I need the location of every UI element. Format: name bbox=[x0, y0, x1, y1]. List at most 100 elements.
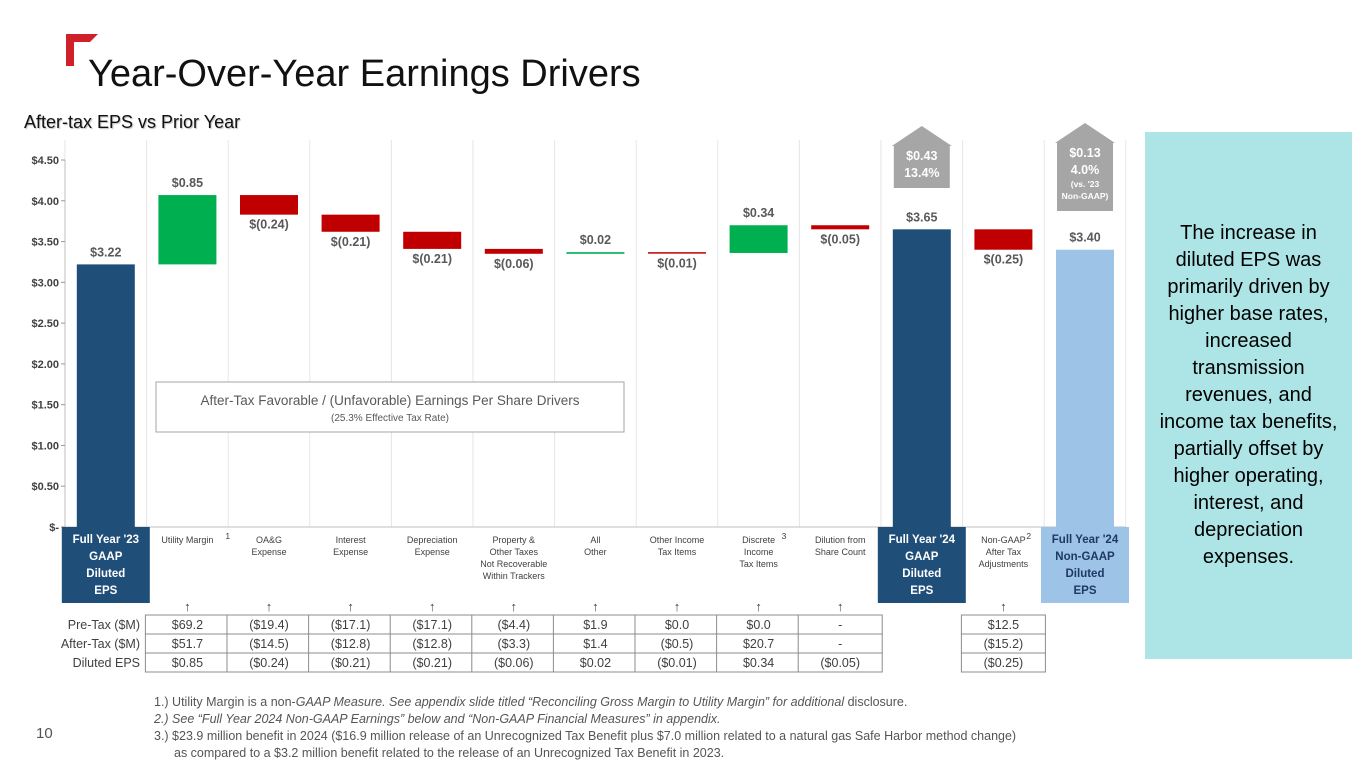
table-cell-value: ($12.8) bbox=[331, 637, 371, 651]
category-label: Interest bbox=[336, 535, 367, 545]
category-label: Diluted bbox=[86, 568, 125, 580]
category-label: Other Taxes bbox=[490, 547, 539, 557]
y-tick-label: $- bbox=[49, 522, 59, 534]
category-label: Property & bbox=[493, 535, 536, 545]
table-cell-value: ($17.1) bbox=[331, 618, 371, 632]
table-link-arrow: ↑ bbox=[429, 599, 436, 614]
table-cell-value: $1.4 bbox=[583, 637, 607, 651]
bar bbox=[811, 225, 870, 230]
growth-arrow-label: (vs. '23 bbox=[1071, 179, 1100, 189]
table-row-label: Pre-Tax ($M) bbox=[68, 618, 140, 632]
annotation-box-title: After-Tax Favorable / (Unfavorable) Earn… bbox=[201, 393, 580, 408]
table-cell-value: ($0.21) bbox=[412, 656, 452, 670]
annotation-box-subtitle: (25.3% Effective Tax Rate) bbox=[331, 413, 449, 424]
table-cell-value: $51.7 bbox=[172, 637, 203, 651]
category-label: Expense bbox=[415, 547, 450, 557]
bar-value-label: $(0.24) bbox=[249, 218, 289, 232]
growth-arrow-label: 4.0% bbox=[1071, 163, 1100, 177]
category-footnote-marker: 2 bbox=[1026, 531, 1031, 541]
footnotes: 1.) Utility Margin is a non-GAAP Measure… bbox=[154, 694, 1154, 762]
category-label: Dilution from bbox=[815, 535, 866, 545]
category-label: Tax Items bbox=[739, 559, 778, 569]
category-label: Non-GAAP bbox=[981, 535, 1026, 545]
growth-arrow-label: 13.4% bbox=[904, 166, 939, 180]
bar-value-label: $3.40 bbox=[1069, 231, 1100, 245]
category-label-box bbox=[877, 527, 966, 603]
y-tick-label: $3.50 bbox=[31, 237, 59, 249]
category-label: Depreciation bbox=[407, 535, 458, 545]
table-cell-value: $1.9 bbox=[583, 618, 607, 632]
table-cell-value: ($19.4) bbox=[249, 618, 289, 632]
summary-text: The increase in diluted EPS was primaril… bbox=[1159, 222, 1338, 568]
annotation-box-border bbox=[155, 381, 625, 433]
category-label: Tax Items bbox=[658, 547, 697, 557]
bar bbox=[648, 252, 706, 254]
table-cell-value: ($0.01) bbox=[657, 656, 697, 670]
growth-arrow-shape bbox=[891, 126, 952, 188]
table-cell-value: ($15.2) bbox=[984, 637, 1024, 651]
category-label: Other Income bbox=[650, 535, 705, 545]
bar bbox=[240, 195, 298, 215]
table-cell-value: $12.5 bbox=[988, 618, 1019, 632]
table-link-arrow: ↑ bbox=[266, 599, 273, 614]
bar-value-label: $(0.25) bbox=[984, 253, 1024, 267]
page-title: Year-Over-Year Earnings Drivers bbox=[88, 53, 641, 95]
table-link-arrow: ↑ bbox=[184, 599, 191, 614]
bar bbox=[892, 229, 951, 528]
growth-arrow-shape bbox=[1055, 123, 1115, 211]
table-cell-value: - bbox=[838, 637, 842, 651]
bar bbox=[403, 231, 462, 249]
footnote-3-continued: as compared to a $3.2 million benefit re… bbox=[174, 746, 725, 760]
waterfall-chart: $4.50 $4.00 $3.50 $3.00 $2.50 $2.00 $1.50 $1.00… bbox=[31, 123, 1129, 673]
table-cell bbox=[797, 652, 883, 673]
category-label: Income bbox=[744, 547, 774, 557]
category-label: Full Year '23 bbox=[73, 534, 139, 546]
category-label: Within Trackers bbox=[483, 571, 546, 581]
bar bbox=[76, 264, 135, 527]
table-link-arrow: ↑ bbox=[837, 599, 844, 614]
table-cell-value: ($0.25) bbox=[984, 656, 1024, 670]
category-label: Expense bbox=[333, 547, 368, 557]
table-link-arrow: ↑ bbox=[511, 599, 518, 614]
category-label: All bbox=[590, 535, 600, 545]
y-tick-label: $1.00 bbox=[31, 440, 59, 452]
title-accent-mark bbox=[66, 34, 98, 66]
bar-value-label: $(0.21) bbox=[331, 235, 371, 249]
bar-value-label: $3.65 bbox=[906, 210, 937, 224]
growth-arrow-label: $0.13 bbox=[1069, 146, 1100, 160]
bar-value-label: $0.85 bbox=[172, 176, 203, 190]
table-row-label: After-Tax ($M) bbox=[61, 637, 140, 651]
table-cell-value: $20.7 bbox=[743, 637, 774, 651]
table-cell-value: ($0.05) bbox=[820, 656, 860, 670]
table-link-arrow: ↑ bbox=[674, 599, 681, 614]
table-cell-value: $0.34 bbox=[743, 656, 774, 670]
category-label: Utility Margin bbox=[161, 535, 213, 545]
category-label: Full Year '24 bbox=[889, 534, 956, 546]
category-label: EPS bbox=[1073, 585, 1096, 597]
category-footnote-marker: 3 bbox=[782, 531, 787, 541]
category-label: After Tax bbox=[986, 547, 1022, 557]
table-cell-value: $0.0 bbox=[665, 618, 689, 632]
bar bbox=[1056, 249, 1114, 527]
bar-value-label: $(0.21) bbox=[412, 252, 452, 266]
y-tick-label: $0.50 bbox=[31, 481, 59, 493]
bar bbox=[158, 195, 217, 265]
footnote-2: 2.) See “Full Year 2024 Non-GAAP Earning… bbox=[154, 712, 721, 726]
table-cell-value: ($0.24) bbox=[249, 656, 289, 670]
footnote-1: 1.) Utility Margin is a non-GAAP Measure… bbox=[154, 695, 908, 709]
summary-panel: The increase in diluted EPS was primaril… bbox=[1145, 132, 1352, 659]
page-number: 10 bbox=[36, 725, 53, 742]
table-cell-value: ($0.06) bbox=[494, 656, 534, 670]
category-label: Discrete bbox=[742, 535, 775, 545]
table-cell-value: $0.02 bbox=[580, 656, 611, 670]
category-label: Adjustments bbox=[979, 559, 1029, 569]
growth-arrow-label: Non-GAAP) bbox=[1062, 191, 1109, 201]
table-link-arrow: ↑ bbox=[592, 599, 599, 614]
category-label: Expense bbox=[251, 547, 286, 557]
category-label: GAAP bbox=[905, 551, 939, 563]
y-tick-label: $2.00 bbox=[31, 359, 59, 371]
bar-value-label: $(0.06) bbox=[494, 257, 534, 271]
table-cell-value: - bbox=[838, 618, 842, 632]
growth-arrow: $0.43 13.4% bbox=[891, 126, 952, 188]
table-cell-value: ($14.5) bbox=[249, 637, 289, 651]
